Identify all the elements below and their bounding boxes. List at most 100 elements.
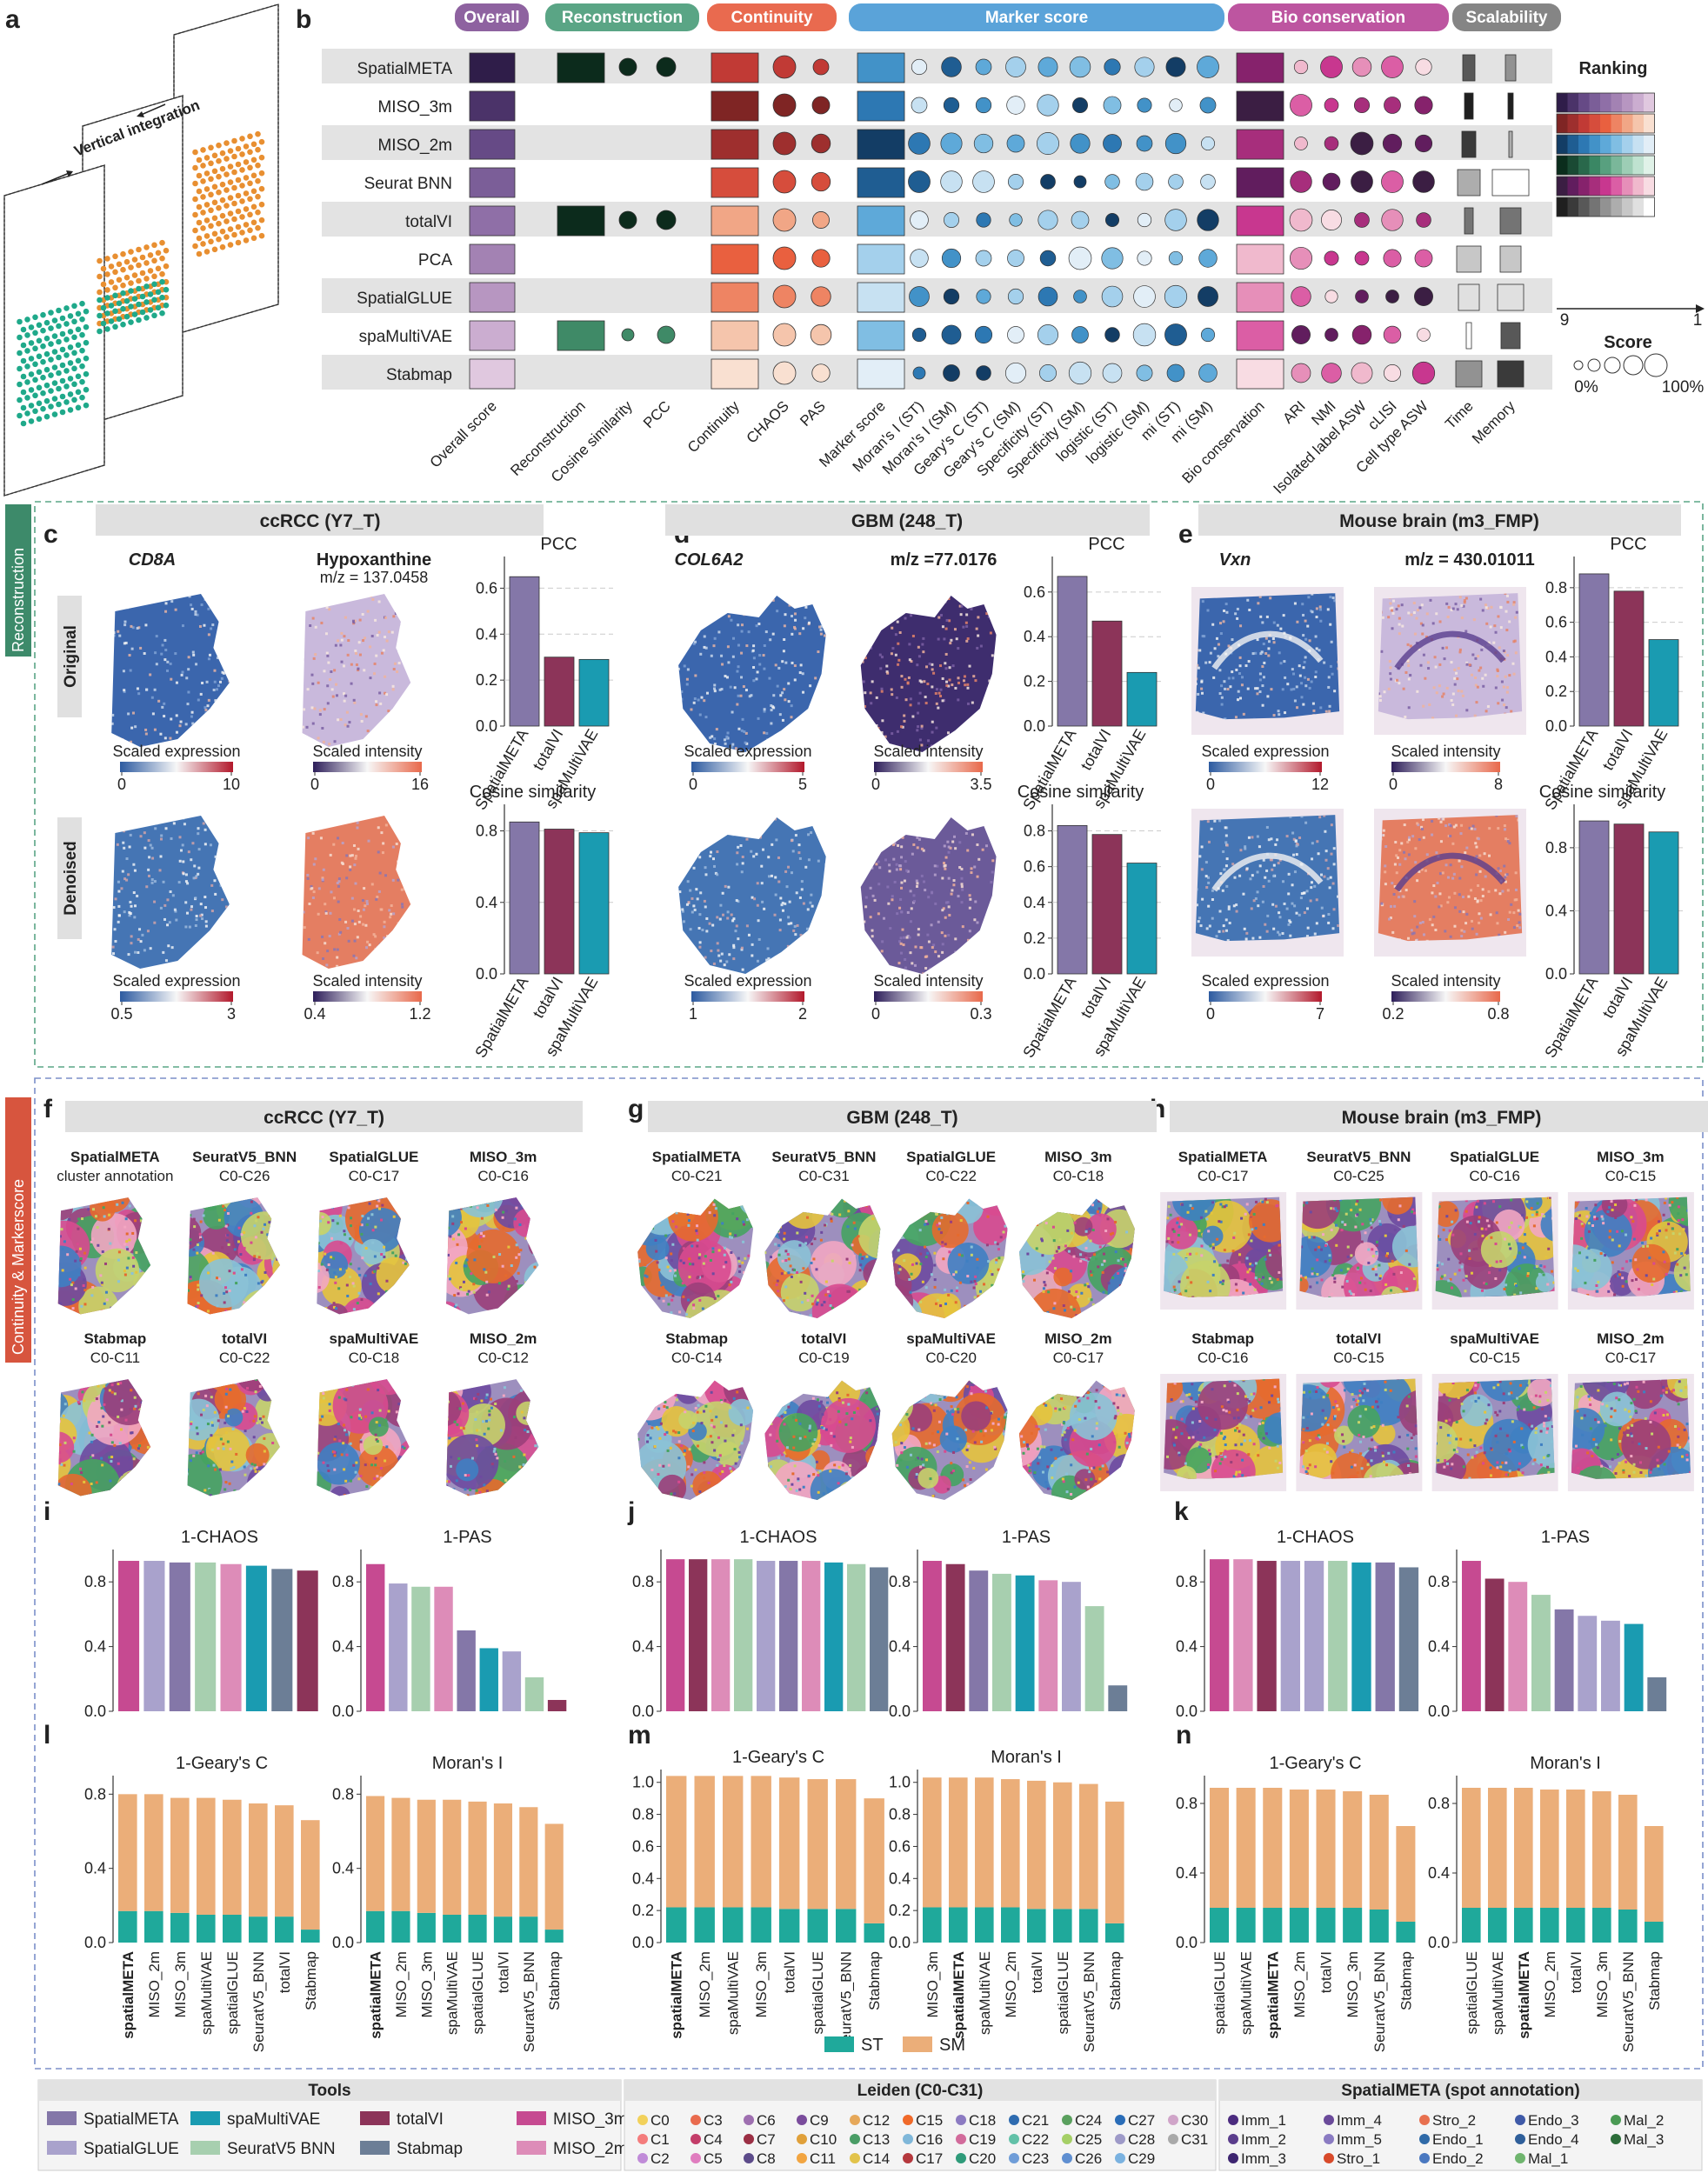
sm-spot	[136, 262, 142, 269]
spot	[1389, 607, 1392, 610]
spot	[1484, 875, 1487, 878]
spot	[875, 723, 878, 727]
spot	[883, 827, 886, 830]
spot	[438, 887, 441, 890]
spot	[740, 630, 744, 633]
st-spot	[63, 352, 70, 358]
spot	[395, 843, 398, 846]
reconstruction-tab	[5, 504, 31, 657]
panel-letter-m: m	[628, 1721, 651, 1750]
spot	[1224, 603, 1228, 606]
spot	[303, 926, 306, 930]
spot	[423, 704, 425, 707]
bio-dot	[1414, 96, 1433, 115]
spot	[737, 694, 740, 697]
spot	[761, 815, 764, 817]
ranking-swatch	[1567, 156, 1578, 175]
spot	[1444, 646, 1448, 650]
cluster-spot	[70, 1316, 73, 1318]
spot	[960, 867, 964, 870]
ranking-swatch	[1600, 156, 1611, 175]
bio-dot	[1290, 94, 1312, 117]
group-pill	[545, 3, 699, 31]
spot	[114, 940, 117, 943]
sm-spot	[250, 219, 257, 226]
spot	[1310, 680, 1313, 683]
cluster-spot	[80, 1197, 83, 1199]
spot	[727, 661, 731, 664]
st-spot	[151, 281, 157, 288]
cluster-spot	[383, 1245, 386, 1249]
spot	[1222, 850, 1225, 853]
spot	[246, 707, 249, 710]
spot	[911, 901, 915, 904]
spot	[133, 869, 137, 872]
bar-SpatialMETA	[1057, 824, 1088, 975]
spot	[1205, 885, 1209, 889]
spot	[252, 597, 255, 599]
spot	[900, 675, 904, 678]
spot	[358, 653, 362, 657]
spot	[163, 702, 166, 705]
spot	[1218, 819, 1222, 823]
sm-spot	[200, 241, 206, 247]
spot	[1319, 873, 1323, 877]
spot	[245, 606, 248, 609]
spot	[324, 632, 328, 636]
spot	[784, 597, 788, 601]
spot	[1458, 910, 1462, 913]
continuity-frame	[34, 1077, 1704, 2070]
spot	[312, 657, 316, 660]
cluster-spot	[295, 1211, 297, 1214]
spot	[1306, 677, 1310, 681]
spot	[329, 911, 332, 915]
spot	[909, 920, 912, 923]
spot	[916, 846, 919, 850]
spot	[798, 632, 802, 636]
spot	[1419, 622, 1423, 625]
spot	[347, 639, 350, 643]
sm-spot	[159, 255, 165, 262]
spot	[296, 917, 298, 920]
pas-dot	[811, 171, 831, 192]
reconstruction-tab-label: Reconstruction	[10, 548, 27, 652]
spot	[1481, 895, 1484, 898]
marker-score-cell	[857, 243, 905, 275]
st-spot	[24, 363, 30, 370]
cluster-spot	[266, 1233, 270, 1236]
sm-spot	[231, 184, 237, 191]
sm-spot	[108, 263, 115, 270]
spot	[749, 817, 752, 820]
cluster-spot	[278, 1216, 280, 1219]
spot	[1277, 930, 1280, 934]
spot	[350, 897, 354, 900]
spot	[787, 865, 791, 869]
spot	[311, 722, 315, 725]
sm-spot	[250, 172, 257, 179]
spot	[1276, 838, 1279, 842]
spot	[298, 608, 301, 610]
cbar-int-c1-bar	[313, 991, 422, 1002]
spot	[197, 832, 200, 836]
cluster-spot	[451, 1215, 455, 1218]
spot	[203, 597, 207, 601]
spot	[185, 965, 189, 969]
spot	[1505, 629, 1509, 632]
ranking-swatch	[1567, 135, 1578, 154]
ranking-swatch	[1578, 177, 1590, 196]
spot	[739, 843, 743, 847]
sm-spot	[196, 157, 203, 163]
spot	[1326, 867, 1330, 870]
cluster-spot	[421, 1248, 424, 1250]
spot	[781, 660, 784, 663]
spot	[434, 966, 437, 969]
cluster-spot	[412, 1215, 415, 1217]
spot	[1434, 928, 1438, 931]
spot	[745, 742, 749, 745]
spot	[1404, 889, 1408, 892]
spot	[150, 878, 154, 882]
spot	[952, 810, 955, 813]
spot	[1305, 890, 1309, 893]
cluster-spot	[503, 1307, 506, 1310]
spot	[1505, 837, 1508, 841]
